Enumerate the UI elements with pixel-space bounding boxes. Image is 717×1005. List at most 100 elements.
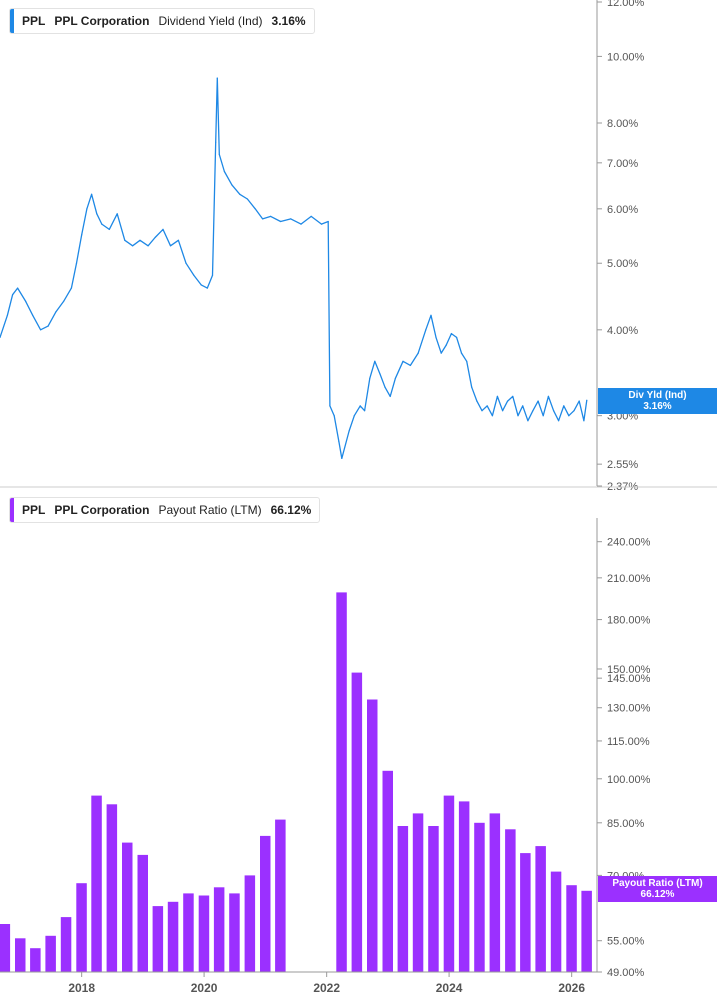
legend-metric: Dividend Yield (Ind) — [158, 14, 263, 28]
yield-point — [169, 245, 172, 247]
yield-point — [417, 352, 419, 354]
top-y-tick-label: 10.00% — [607, 51, 645, 63]
x-tick-label: 2026 — [558, 981, 585, 995]
yield-point — [496, 395, 498, 397]
yield-point — [583, 420, 585, 422]
yield-point — [517, 415, 519, 417]
yield-point — [206, 287, 208, 289]
yield-point — [329, 405, 331, 407]
payout-bar — [260, 835, 271, 972]
yield-point — [270, 215, 272, 217]
x-tick-label: 2024 — [436, 981, 463, 995]
yield-point — [147, 245, 149, 247]
yield-point — [47, 325, 49, 327]
bottom-y-tick-label: 210.00% — [607, 573, 651, 585]
payout-bar — [213, 887, 225, 972]
legend-value: 66.12% — [270, 503, 312, 517]
payout-bar — [183, 893, 194, 972]
yield-point — [81, 234, 83, 236]
top-y-axis: 12.00%10.00%8.00%7.00%6.00%5.00%4.00%3.0… — [596, 0, 645, 493]
yield-point — [359, 405, 361, 407]
bottom-y-tick-label: 240.00% — [607, 537, 651, 549]
yield-point — [435, 336, 437, 338]
yield-point — [215, 141, 217, 143]
payout-bar — [91, 795, 102, 972]
yield-point — [389, 395, 391, 397]
current-yield-tag: Div Yld (Ind) 3.16% — [598, 388, 717, 414]
bottom-y-tick-label: 150.00% — [607, 664, 651, 676]
yield-point — [185, 262, 187, 264]
yield-point — [547, 395, 550, 397]
x-axis: 2018 2020 2022 2024 2026 — [0, 971, 597, 995]
yield-point — [86, 208, 88, 210]
yield-point — [139, 239, 141, 241]
payout-bar — [367, 699, 378, 972]
yield-point — [32, 314, 34, 316]
payout-bar — [550, 871, 562, 972]
yield-point — [239, 193, 241, 195]
yield-point — [101, 223, 103, 225]
yield-point — [17, 287, 19, 289]
top-y-tick-label: 5.00% — [607, 258, 638, 270]
x-tick-label: 2018 — [68, 981, 95, 995]
bottom-y-axis: 240.00% 210.00% 180.00% 150.00%145.00% 130.0… — [596, 518, 651, 979]
yield-point — [425, 329, 427, 331]
yield-point — [348, 430, 350, 432]
yield-point — [132, 245, 134, 247]
legend-value: 3.16% — [271, 14, 306, 28]
yield-point — [75, 262, 78, 264]
payout-bar — [336, 592, 347, 972]
bottom-y-tick-label: 130.00% — [607, 703, 651, 715]
top-y-tick-label: 8.00% — [607, 118, 638, 130]
payout-bar — [137, 854, 148, 972]
yield-point — [430, 314, 432, 316]
yield-point — [374, 360, 376, 362]
payout-bar — [275, 819, 286, 972]
payout-bar — [45, 935, 56, 972]
payout-bar — [152, 906, 164, 972]
payout-bar — [397, 826, 409, 972]
x-tick-label: 2022 — [313, 981, 340, 995]
yield-point — [522, 405, 524, 407]
yield-point — [537, 400, 539, 402]
yield-point — [460, 352, 463, 354]
yield-point — [211, 274, 214, 276]
purple-swatch-icon — [10, 498, 14, 522]
yield-point — [450, 333, 452, 335]
blue-swatch-icon — [10, 9, 14, 33]
legend-symbol: PPL — [22, 14, 46, 28]
yield-point — [320, 223, 323, 225]
payout-bar — [566, 885, 577, 972]
yield-point — [218, 153, 220, 155]
payout-bar — [428, 826, 439, 972]
yield-point — [456, 336, 458, 338]
yield-point — [327, 220, 329, 223]
yield-point — [200, 284, 202, 286]
yield-point — [55, 311, 57, 313]
payout-bar — [106, 804, 118, 972]
x-tick-label: 2020 — [191, 981, 218, 995]
tag-label: Div Yld (Ind) — [628, 390, 687, 401]
bottom-y-tick-label: 49.00% — [607, 967, 645, 979]
yield-point — [476, 400, 478, 402]
yield-point — [568, 415, 570, 417]
yield-point — [63, 300, 65, 302]
yield-point — [246, 198, 248, 200]
yield-point — [338, 441, 340, 443]
yield-point — [502, 410, 504, 412]
payout-bar — [474, 822, 485, 972]
dividend-yield-path — [0, 77, 588, 460]
yield-point — [481, 410, 483, 412]
payout-bar — [244, 875, 256, 972]
yield-point — [527, 420, 529, 422]
top-y-tick-label: 4.00% — [607, 325, 638, 337]
yield-point — [394, 377, 396, 379]
payout-bar — [229, 893, 240, 972]
yield-point — [353, 415, 355, 417]
yield-point — [402, 360, 404, 362]
bottom-y-tick-label: 55.00% — [607, 936, 645, 948]
yield-point — [586, 399, 588, 401]
yield-point — [466, 360, 468, 362]
yield-point — [124, 239, 126, 241]
tag-value: 66.12% — [640, 889, 675, 900]
